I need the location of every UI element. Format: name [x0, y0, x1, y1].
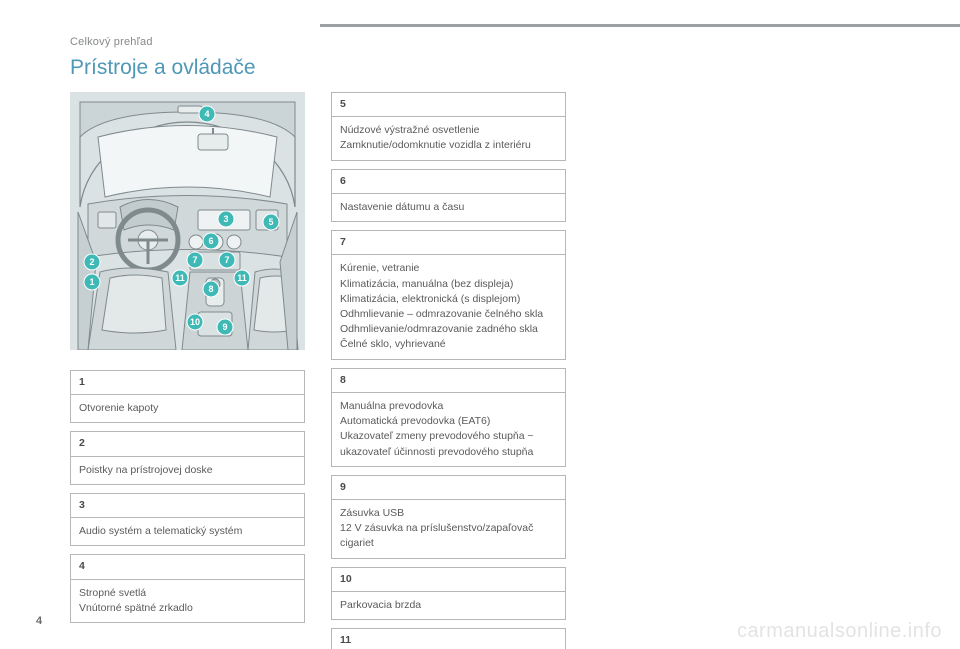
callout-badge-9: 9: [217, 319, 233, 335]
callout-badge-11: 11: [234, 270, 250, 286]
info-box-header: 6: [332, 170, 565, 194]
info-line: Stropné svetlá: [79, 586, 296, 601]
info-line: Audio systém a telematický systém: [79, 524, 296, 539]
svg-text:6: 6: [208, 236, 213, 246]
info-box-header: 1: [71, 371, 304, 395]
right-boxes: 5Núdzové výstražné osvetlenieZamknutie/o…: [331, 92, 566, 649]
dashboard-illustration: 4356277111118109: [70, 92, 305, 350]
svg-text:5: 5: [268, 217, 273, 227]
info-box-4: 4Stropné svetláVnútorné spätné zrkadlo: [70, 554, 305, 623]
info-box-1: 1 Otvorenie kapoty: [70, 370, 305, 423]
callout-badge-7: 7: [187, 252, 203, 268]
callout-badge-2: 2: [84, 254, 100, 270]
info-box-header: 4: [71, 555, 304, 579]
left-column: 4356277111118109 1Otvorenie kapoty2Poist…: [70, 92, 305, 649]
info-box-7: 7Kúrenie, vetranieKlimatizácia, manuálna…: [331, 230, 566, 360]
left-boxes: 1 Otvorenie kapoty 2 Poistky na prístrojove…: [70, 370, 305, 623]
callout-badge-7: 7: [219, 252, 235, 268]
svg-text:7: 7: [224, 255, 229, 265]
info-line: Núdzové výstražné osvetlenie: [340, 123, 557, 138]
info-line: Vnútorné spätné zrkadlo: [79, 601, 296, 616]
callout-badge-3: 3: [218, 211, 234, 227]
callout-badge-10: 10: [187, 314, 203, 330]
page-title: Prístroje a ovládače: [70, 56, 900, 80]
header-rule: [320, 24, 960, 27]
info-line: Čelné sklo, vyhrievané: [340, 337, 557, 352]
content-columns: 4356277111118109 1Otvorenie kapoty2Poist…: [70, 92, 900, 649]
info-box-header: 7: [332, 231, 565, 255]
info-box-body: Zásuvka USB12 V zásuvka na príslušenstvo…: [332, 500, 565, 558]
info-line: Kúrenie, vetranie: [340, 261, 557, 276]
info-box-header: 2: [71, 432, 304, 456]
info-box-body: Manuálna prevodovkaAutomatická prevodovk…: [332, 393, 565, 466]
svg-text:11: 11: [175, 273, 185, 283]
info-box-9: 9Zásuvka USB12 V zásuvka na príslušenstv…: [331, 475, 566, 559]
info-line: Zásuvka USB: [340, 506, 557, 521]
info-line: Poistky na prístrojovej doske: [79, 463, 296, 478]
callout-badge-8: 8: [203, 281, 219, 297]
info-box-body: Stropné svetláVnútorné spätné zrkadlo: [71, 580, 304, 622]
page-number: 4: [36, 615, 42, 627]
info-box-header: 11: [332, 629, 565, 649]
info-box-body: Otvorenie kapoty: [71, 395, 304, 422]
info-line: Manuálna prevodovka: [340, 399, 557, 414]
info-box-5: 5Núdzové výstražné osvetlenieZamknutie/o…: [331, 92, 566, 161]
callout-badge-5: 5: [263, 214, 279, 230]
info-line: Zamknutie/odomknutie vozidla z interiéru: [340, 138, 557, 153]
info-line: Ukazovateľ zmeny prevodového stupňa ~ uk…: [340, 429, 557, 459]
info-box-header: 5: [332, 93, 565, 117]
info-line: Parkovacia brzda: [340, 598, 557, 613]
right-column: 5Núdzové výstražné osvetlenieZamknutie/o…: [331, 92, 566, 649]
info-box-body: Nastavenie dátumu a času: [332, 194, 565, 221]
info-box-header: 10: [332, 568, 565, 592]
page: Celkový prehľad Prístroje a ovládače 4 3 5…: [0, 0, 960, 649]
callout-badge-1: 1: [84, 274, 100, 290]
svg-text:7: 7: [192, 255, 197, 265]
info-line: 12 V zásuvka na príslušenstvo/zapaľovač …: [340, 521, 557, 551]
callout-badge-11: 11: [172, 270, 188, 286]
info-box-header: 3: [71, 494, 304, 518]
dashboard-svg: 4356277111118109: [70, 92, 305, 350]
info-box-body: Audio systém a telematický systém: [71, 518, 304, 545]
info-line: Odhmlievanie – odmrazovanie čelného skla: [340, 307, 557, 322]
info-line: Odhmlievanie/odmrazovanie zadného skla: [340, 322, 557, 337]
info-box-body: Poistky na prístrojovej doske: [71, 457, 304, 484]
info-box-header: 9: [332, 476, 565, 500]
callout-badge-4: 4: [199, 106, 215, 122]
info-line: Klimatizácia, manuálna (bez displeja): [340, 277, 557, 292]
svg-text:9: 9: [222, 322, 227, 332]
info-box-header: 8: [332, 369, 565, 393]
callout-badge-6: 6: [203, 233, 219, 249]
info-box-11: 11Elektricky ovládané okná, deaktivácia: [331, 628, 566, 649]
info-box-3: 3 Audio systém a telematický systém: [70, 493, 305, 546]
svg-text:8: 8: [208, 284, 213, 294]
svg-text:4: 4: [204, 109, 209, 119]
info-box-6: 6 Nastavenie dátumu a času: [331, 169, 566, 222]
info-line: Otvorenie kapoty: [79, 401, 296, 416]
svg-text:11: 11: [237, 273, 247, 283]
info-box-8: 8Manuálna prevodovkaAutomatická prevodov…: [331, 368, 566, 467]
info-box-body: Núdzové výstražné osvetlenieZamknutie/od…: [332, 117, 565, 159]
svg-text:2: 2: [89, 257, 94, 267]
info-box-2: 2 Poistky na prístrojovej doske: [70, 431, 305, 484]
svg-text:3: 3: [223, 214, 228, 224]
svg-text:10: 10: [190, 317, 200, 327]
watermark: carmanualsonline.info: [737, 620, 942, 643]
svg-text:1: 1: [89, 277, 94, 287]
section-label: Celkový prehľad: [70, 36, 900, 48]
info-box-10: 10 Parkovacia brzda: [331, 567, 566, 620]
info-box-body: Parkovacia brzda: [332, 592, 565, 619]
info-line: Automatická prevodovka (EAT6): [340, 414, 557, 429]
info-line: Klimatizácia, elektronická (s displejom): [340, 292, 557, 307]
info-line: Nastavenie dátumu a času: [340, 200, 557, 215]
info-box-body: Kúrenie, vetranieKlimatizácia, manuálna …: [332, 255, 565, 358]
